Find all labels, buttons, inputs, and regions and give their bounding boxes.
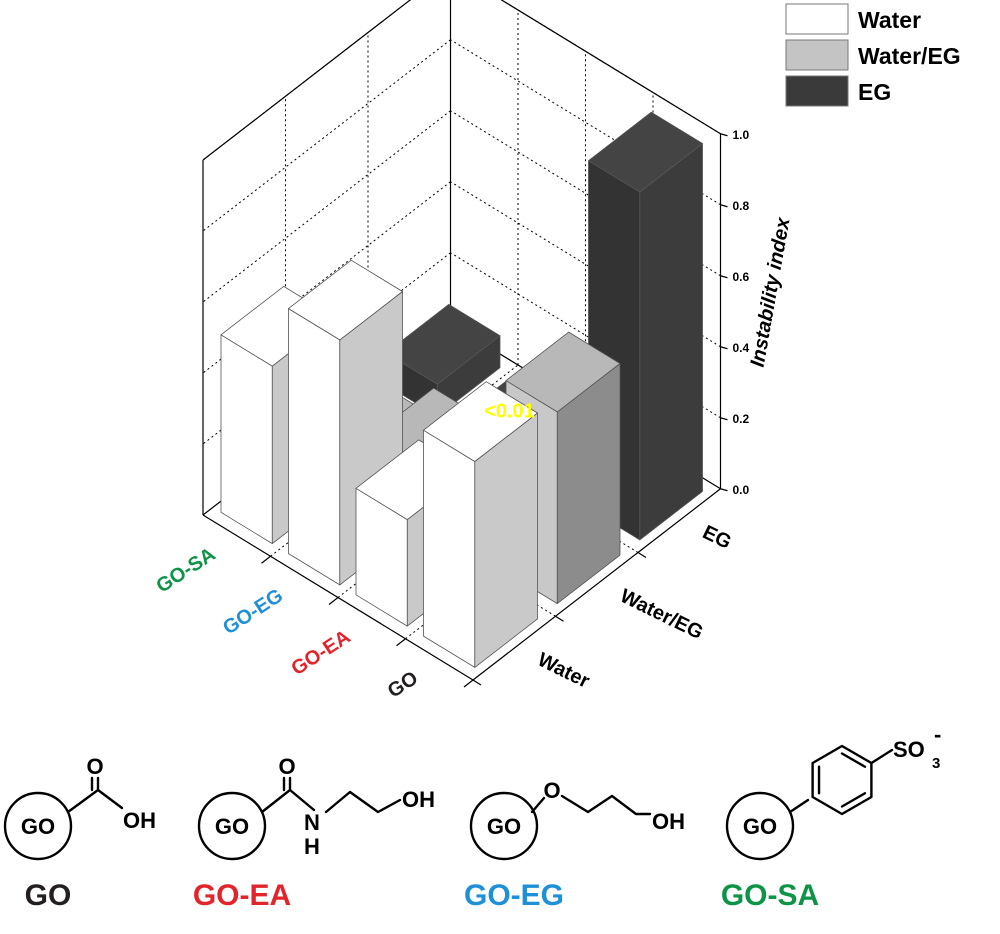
category-tick xyxy=(261,555,271,564)
ring-double-bond xyxy=(840,792,867,808)
atom-o: O xyxy=(86,754,103,779)
atom-o: O xyxy=(543,778,560,803)
structure-name: GO-EG xyxy=(464,879,564,912)
bar-top-face xyxy=(505,331,621,413)
bar-front-face xyxy=(220,334,273,544)
category-label-go-eg: GO-EG xyxy=(219,585,287,640)
series-label-eg: EG xyxy=(699,521,735,553)
bar-top-face xyxy=(288,259,403,341)
legend-label-water-eg: Water/EG xyxy=(858,43,961,69)
atom-n: N xyxy=(304,810,320,835)
structure-go-eg: GO GO-EG O OH xyxy=(464,778,685,912)
go-core-circle xyxy=(3,791,73,861)
bond xyxy=(788,798,810,814)
z-tick-label: 0.6 xyxy=(733,270,750,284)
legend-label-eg: EG xyxy=(858,79,891,105)
bar-front-face xyxy=(423,429,476,668)
z-tick-label: 0.8 xyxy=(733,199,750,213)
legend-label-water: Water xyxy=(858,7,921,33)
bond xyxy=(66,788,124,814)
charge-minus: - xyxy=(934,722,941,747)
bar-side-face xyxy=(639,143,703,541)
bond xyxy=(560,794,652,816)
z-tick xyxy=(720,204,728,208)
z-tick xyxy=(720,275,728,279)
bond xyxy=(870,748,894,765)
z-tick-label: 0.2 xyxy=(733,412,750,426)
benzene-ring xyxy=(811,744,873,816)
bar-go-water xyxy=(423,381,538,668)
ring-double-bond xyxy=(840,752,867,768)
legend-swatch-water-eg xyxy=(785,39,849,71)
z-tick xyxy=(720,417,728,421)
structure-name: GO-SA xyxy=(721,879,819,912)
series-label-water-eg: Water/EG xyxy=(617,585,707,644)
frame-edge xyxy=(472,488,721,681)
wall-grid-line xyxy=(202,110,451,303)
z-axis-label: Instability index xyxy=(747,215,795,369)
atom-so: SO xyxy=(893,737,925,762)
category-tick xyxy=(463,679,474,688)
bars-layer xyxy=(220,111,703,668)
bond xyxy=(324,790,402,814)
wall-grid-line xyxy=(500,0,721,135)
series-label-water: Water xyxy=(534,649,593,693)
bar-top-face xyxy=(588,111,703,193)
category-tick xyxy=(328,597,339,605)
go-core-circle xyxy=(197,791,267,861)
go-core-label: GO xyxy=(743,814,777,839)
legend-swatch-water xyxy=(785,3,849,35)
go-core-circle xyxy=(469,791,539,861)
z-tick-label: 1.0 xyxy=(733,128,750,142)
bar-go-eg xyxy=(588,111,703,541)
bar-top-face xyxy=(423,381,538,462)
z-tick xyxy=(720,133,728,137)
z-tick xyxy=(720,346,728,350)
bond xyxy=(260,788,316,814)
molecule-structures: GO GO O OH GO GO-EA O NH OH GO GO-EG O OH GO GO-SA SO 3 - xyxy=(3,722,942,912)
subscript-3: 3 xyxy=(932,755,940,772)
atom-h: H xyxy=(304,834,320,859)
wall-grid-line xyxy=(202,39,451,232)
z-tick-label: 0.4 xyxy=(733,341,750,355)
legend: Water Water/EG EG xyxy=(785,3,961,107)
structure-go-ea: GO GO-EA O NH OH xyxy=(193,754,435,912)
frame-edge xyxy=(202,0,412,161)
z-tick-label: 0.0 xyxy=(733,483,750,497)
series-tick xyxy=(637,551,647,559)
category-label-go: GO xyxy=(384,667,422,702)
legend-swatch-eg xyxy=(785,75,849,107)
structure-name: GO xyxy=(25,879,72,912)
frame-edge xyxy=(500,0,721,135)
go-core-label: GO xyxy=(487,814,521,839)
go-core-circle xyxy=(725,791,795,861)
structure-go: GO GO O OH xyxy=(3,754,156,912)
z-tick xyxy=(720,488,728,492)
series-tick xyxy=(472,679,482,686)
go-core-label: GO xyxy=(21,814,55,839)
atom-o: O xyxy=(278,754,295,779)
category-label-go-ea: GO-EA xyxy=(288,626,355,680)
bar-annotation: <0.01 xyxy=(484,400,535,422)
category-label-go-sa: GO-SA xyxy=(153,543,220,597)
structure-name: GO-EA xyxy=(193,879,291,912)
series-tick xyxy=(555,615,564,622)
bar-top-face xyxy=(385,303,501,385)
bar-front-face xyxy=(288,308,341,586)
atom-oh: OH xyxy=(402,787,435,812)
category-tick xyxy=(396,638,406,647)
structure-go-sa: GO GO-SA SO 3 - xyxy=(721,722,942,912)
atom-oh: OH xyxy=(123,808,156,833)
atom-oh: OH xyxy=(652,809,685,834)
bond xyxy=(530,796,546,814)
go-core-label: GO xyxy=(215,814,249,839)
